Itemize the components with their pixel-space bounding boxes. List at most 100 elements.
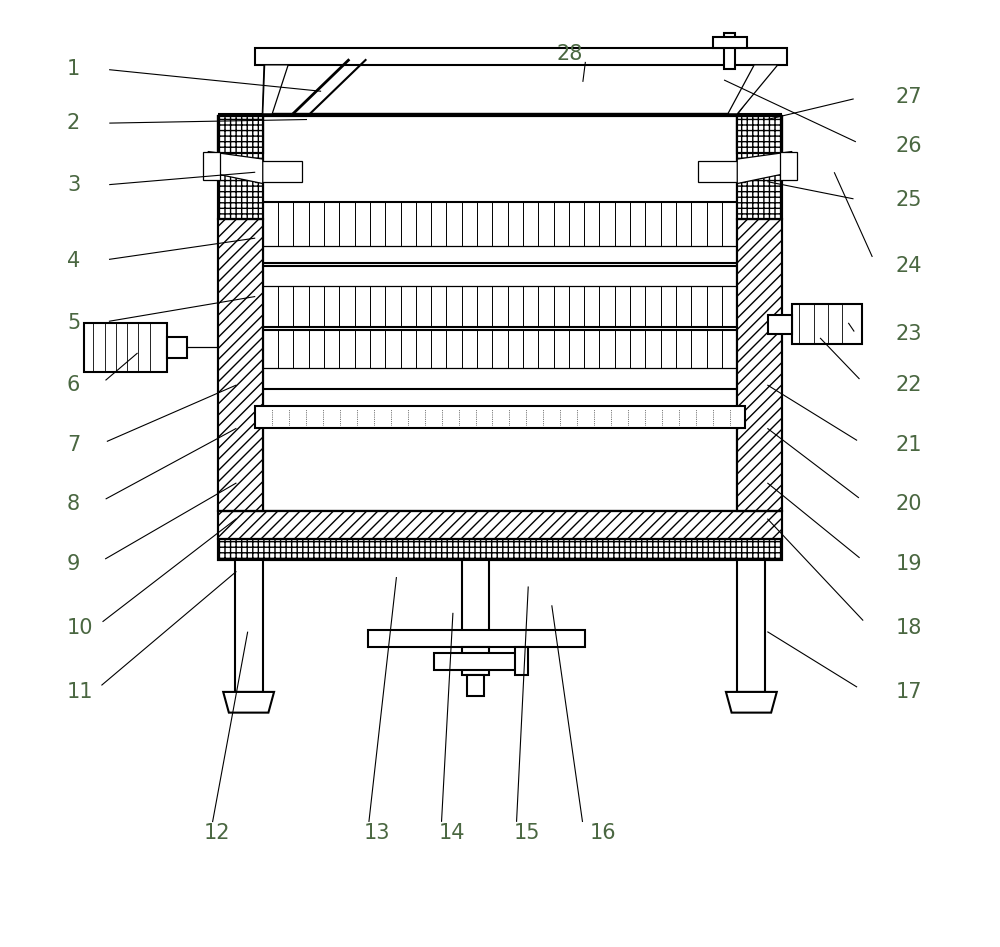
- Bar: [255, 161, 302, 182]
- Bar: [523, 331, 538, 367]
- Bar: [370, 331, 385, 367]
- Text: 27: 27: [895, 87, 922, 107]
- Bar: [339, 203, 355, 246]
- Bar: [218, 540, 782, 560]
- Text: 2: 2: [67, 114, 80, 134]
- Bar: [737, 220, 782, 511]
- Bar: [737, 116, 782, 220]
- Bar: [218, 511, 782, 540]
- Bar: [676, 203, 691, 246]
- Bar: [167, 337, 187, 358]
- Bar: [255, 48, 787, 65]
- Bar: [218, 220, 263, 511]
- Bar: [737, 116, 782, 220]
- Text: 19: 19: [895, 554, 922, 574]
- Bar: [431, 331, 446, 367]
- Bar: [707, 331, 722, 367]
- Bar: [792, 304, 862, 344]
- Bar: [645, 286, 661, 327]
- Bar: [676, 286, 691, 327]
- Text: 22: 22: [895, 375, 922, 395]
- Text: 13: 13: [363, 823, 390, 843]
- Bar: [462, 560, 489, 635]
- Bar: [218, 540, 782, 560]
- Bar: [368, 630, 585, 647]
- Bar: [218, 116, 263, 220]
- Bar: [467, 675, 484, 696]
- Bar: [462, 203, 477, 246]
- Text: 26: 26: [895, 135, 922, 156]
- Bar: [218, 116, 263, 153]
- Bar: [235, 560, 263, 692]
- Text: 6: 6: [67, 375, 80, 395]
- Bar: [554, 331, 569, 367]
- Text: 14: 14: [439, 823, 465, 843]
- Bar: [713, 37, 747, 48]
- Bar: [309, 203, 324, 246]
- Text: 4: 4: [67, 251, 80, 271]
- Bar: [584, 331, 599, 367]
- Bar: [218, 220, 263, 511]
- Bar: [278, 203, 293, 246]
- Bar: [615, 286, 630, 327]
- Bar: [278, 286, 293, 327]
- Bar: [737, 116, 782, 153]
- Text: 16: 16: [589, 823, 616, 843]
- Text: 15: 15: [514, 823, 541, 843]
- Bar: [278, 331, 293, 367]
- Text: 25: 25: [895, 190, 922, 210]
- Bar: [401, 286, 416, 327]
- Bar: [370, 286, 385, 327]
- Polygon shape: [728, 65, 778, 114]
- Bar: [401, 203, 416, 246]
- Polygon shape: [223, 692, 274, 713]
- Bar: [218, 116, 263, 220]
- Bar: [645, 331, 661, 367]
- Bar: [203, 152, 220, 180]
- Text: 18: 18: [895, 617, 922, 638]
- Bar: [434, 653, 519, 670]
- Bar: [737, 560, 765, 692]
- Bar: [309, 331, 324, 367]
- Bar: [263, 116, 737, 511]
- Bar: [339, 286, 355, 327]
- Bar: [554, 286, 569, 327]
- Bar: [584, 203, 599, 246]
- Bar: [218, 116, 263, 153]
- Bar: [523, 286, 538, 327]
- Text: 1: 1: [67, 59, 80, 79]
- Bar: [370, 203, 385, 246]
- Text: 21: 21: [895, 436, 922, 456]
- Text: 17: 17: [895, 682, 922, 702]
- Bar: [698, 161, 745, 182]
- Text: 11: 11: [67, 682, 93, 702]
- Text: 5: 5: [67, 313, 80, 332]
- Bar: [737, 220, 782, 511]
- Bar: [737, 116, 782, 153]
- Bar: [523, 203, 538, 246]
- Bar: [645, 203, 661, 246]
- Bar: [309, 286, 324, 327]
- Text: 23: 23: [895, 324, 922, 344]
- Text: 7: 7: [67, 436, 80, 456]
- Text: 12: 12: [203, 823, 230, 843]
- Text: 3: 3: [67, 175, 80, 195]
- Polygon shape: [737, 152, 792, 184]
- Bar: [218, 511, 782, 540]
- Polygon shape: [208, 152, 263, 184]
- Bar: [462, 331, 477, 367]
- Bar: [515, 647, 528, 675]
- Text: 28: 28: [556, 44, 583, 63]
- Bar: [84, 323, 167, 372]
- Bar: [431, 286, 446, 327]
- Bar: [615, 331, 630, 367]
- Text: 9: 9: [67, 554, 80, 574]
- Bar: [492, 286, 508, 327]
- Bar: [554, 203, 569, 246]
- Text: 10: 10: [67, 617, 93, 638]
- Bar: [584, 286, 599, 327]
- Polygon shape: [263, 60, 778, 114]
- Text: 20: 20: [895, 493, 922, 513]
- Bar: [707, 203, 722, 246]
- Bar: [724, 33, 735, 69]
